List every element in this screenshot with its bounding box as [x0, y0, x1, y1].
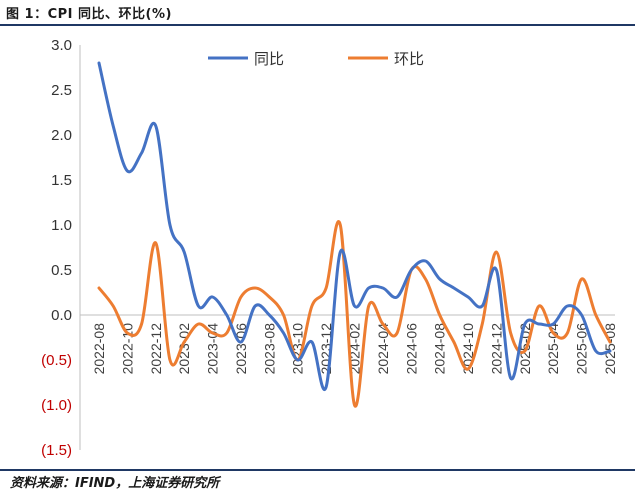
x-tick-label: 2024-04	[375, 323, 391, 375]
x-tick-label: 2022-12	[148, 323, 164, 375]
y-tick-label: (1.0)	[41, 397, 72, 414]
x-tick-label: 2025-06	[574, 323, 590, 375]
bottom-rule	[0, 469, 635, 471]
y-tick-label: (1.5)	[41, 442, 72, 459]
x-tick-label: 2023-10	[290, 323, 306, 375]
source-note: 资料来源：IFIND，上海证券研究所	[10, 476, 220, 491]
y-tick-label: 1.5	[51, 172, 72, 189]
series-line-mom	[97, 220, 612, 408]
y-tick-label: 0.0	[51, 307, 72, 324]
y-tick-label: 2.5	[51, 82, 72, 99]
x-tick-label: 2022-10	[119, 323, 135, 375]
y-tick-label: 2.0	[51, 127, 72, 144]
x-tick-label: 2024-12	[488, 323, 504, 375]
series-layer	[97, 61, 612, 408]
x-tick-label: 2023-02	[176, 323, 192, 375]
legend-label-mom: 环比	[394, 50, 424, 68]
x-tick-label: 2024-08	[432, 323, 448, 375]
y-tick-label: 1.0	[51, 217, 72, 234]
x-tick-label: 2024-06	[403, 323, 419, 375]
y-axis: 3.0 2.5 2.0 1.5 1.0 0.5 0.0 (0.5) (1.0) (1.5)	[41, 37, 81, 459]
legend: 同比 环比	[208, 50, 424, 68]
series-line-yoy	[97, 61, 612, 392]
y-tick-label: 0.5	[51, 262, 72, 279]
y-tick-label: 3.0	[51, 37, 72, 54]
cpi-line-chart: 3.0 2.5 2.0 1.5 1.0 0.5 0.0 (0.5) (1.0) (1.5) 202…	[41, 37, 618, 459]
x-tick-label: 2022-08	[91, 323, 107, 375]
y-tick-label: (0.5)	[41, 352, 72, 369]
legend-label-yoy: 同比	[254, 50, 284, 68]
top-rule	[0, 24, 635, 26]
x-tick-label: 2023-08	[261, 323, 277, 375]
figure-title: 图 1：CPI 同比、环比(%)	[6, 7, 172, 22]
